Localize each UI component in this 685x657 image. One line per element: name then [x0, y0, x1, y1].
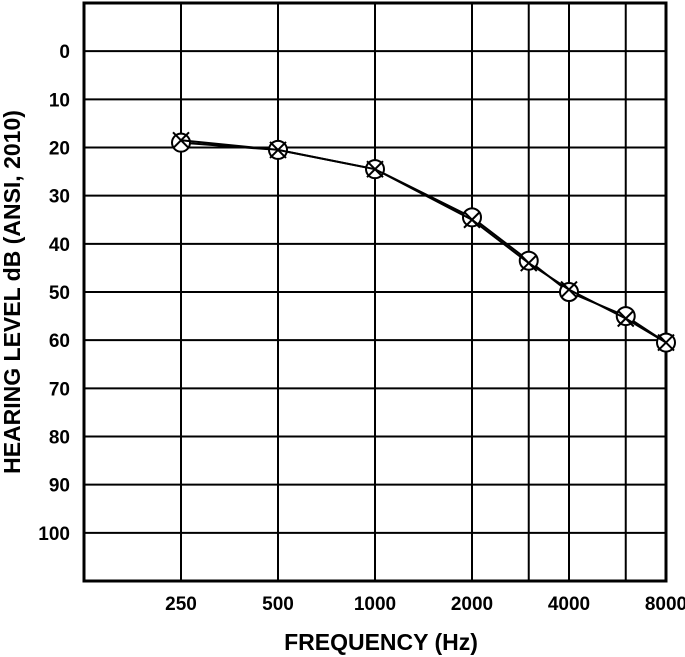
y-tick-labels: 0 10 20 30 40 50 60 70 80 90 100	[38, 42, 70, 545]
x-marker	[520, 254, 538, 272]
x-marker	[172, 131, 190, 149]
y-tick-label: 30	[49, 187, 70, 208]
y-tick-label: 20	[49, 139, 70, 160]
x-marker	[657, 333, 675, 352]
x-tick-label: 250	[165, 594, 197, 615]
series-circle	[171, 132, 676, 353]
x-tick-label: 4000	[548, 594, 590, 615]
circle-marker	[462, 207, 482, 228]
x-marker	[366, 160, 384, 178]
x-axis-title: FREQUENCY (Hz)	[284, 629, 478, 655]
x-marker	[269, 141, 287, 159]
y-axis-title: HEARING LEVEL dB (ANSI, 2010)	[0, 110, 25, 474]
y-tick-label: 80	[49, 428, 70, 449]
x-tick-label: 2000	[451, 594, 493, 615]
x-marker	[617, 309, 635, 328]
x-tick-label: 1000	[354, 594, 396, 615]
x-tick-label: 500	[262, 594, 294, 615]
y-tick-label: 70	[49, 379, 70, 400]
x-marker	[560, 280, 578, 299]
x-tick-labels: 250 500 1000 2000 4000 8000	[165, 594, 685, 615]
series-x	[172, 131, 675, 352]
y-tick-label: 50	[49, 283, 70, 304]
plot-frame	[82, 1, 668, 583]
y-tick-label: 90	[49, 476, 70, 497]
series-line	[180, 141, 667, 344]
x-tick-label: 8000	[645, 594, 685, 615]
circle-marker	[171, 132, 191, 153]
y-tick-label: 100	[38, 524, 70, 545]
series-line	[180, 139, 667, 344]
y-tick-label: 60	[49, 331, 70, 352]
x-marker	[463, 211, 481, 229]
y-tick-label: 40	[49, 235, 70, 256]
plot-border	[82, 1, 668, 583]
y-tick-label: 0	[59, 42, 70, 63]
y-tick-label: 10	[49, 90, 70, 111]
series-layer	[171, 131, 676, 353]
